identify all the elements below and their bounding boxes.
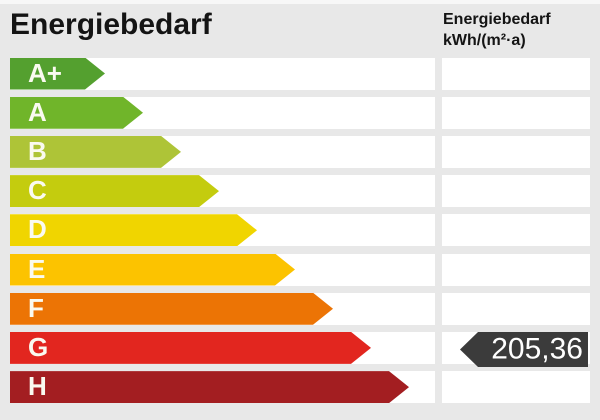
band-label: H	[28, 371, 47, 402]
scale-row: H	[0, 371, 600, 404]
row-right-cell	[442, 253, 590, 286]
band-label: C	[28, 175, 47, 206]
scale-row: D	[0, 214, 600, 247]
band-label: G	[28, 332, 49, 363]
value-label: 205,36	[491, 331, 583, 365]
band-arrow: C	[10, 175, 219, 207]
top-edge-highlight	[0, 0, 600, 4]
band-arrow: A+	[10, 58, 105, 90]
row-right-cell	[442, 96, 590, 129]
band-label: A	[28, 96, 47, 127]
scale-row: A+	[0, 57, 600, 90]
band-arrow: E	[10, 254, 295, 286]
row-right-cell	[442, 57, 590, 90]
band-arrow: H	[10, 371, 409, 403]
band-arrow: D	[10, 214, 257, 246]
row-right-cell	[442, 175, 590, 208]
page-title: Energiebedarf	[10, 8, 212, 41]
value-indicator: 205,36	[460, 332, 588, 367]
band-label: D	[28, 214, 47, 245]
band-label: E	[28, 253, 46, 284]
unit-header: Energiebedarf kWh/(m²·a)	[443, 9, 551, 51]
row-right-cell	[442, 135, 590, 168]
band-label: B	[28, 136, 47, 167]
scale-row: C	[0, 175, 600, 208]
scale-row: E	[0, 253, 600, 286]
band-arrow: B	[10, 136, 181, 168]
band-arrow: A	[10, 97, 143, 129]
unit-header-title: Energiebedarf	[443, 11, 551, 28]
scale-row: B	[0, 135, 600, 168]
row-right-cell	[442, 214, 590, 247]
band-label: A+	[28, 57, 62, 88]
band-arrow: F	[10, 293, 333, 325]
scale-row: A	[0, 96, 600, 129]
band-arrow: G	[10, 332, 371, 364]
row-right-cell	[442, 292, 590, 325]
row-right-cell	[442, 371, 590, 404]
unit-header-unit: kWh/(m²·a)	[443, 32, 526, 49]
band-label: F	[28, 292, 44, 323]
scale-row: F	[0, 292, 600, 325]
